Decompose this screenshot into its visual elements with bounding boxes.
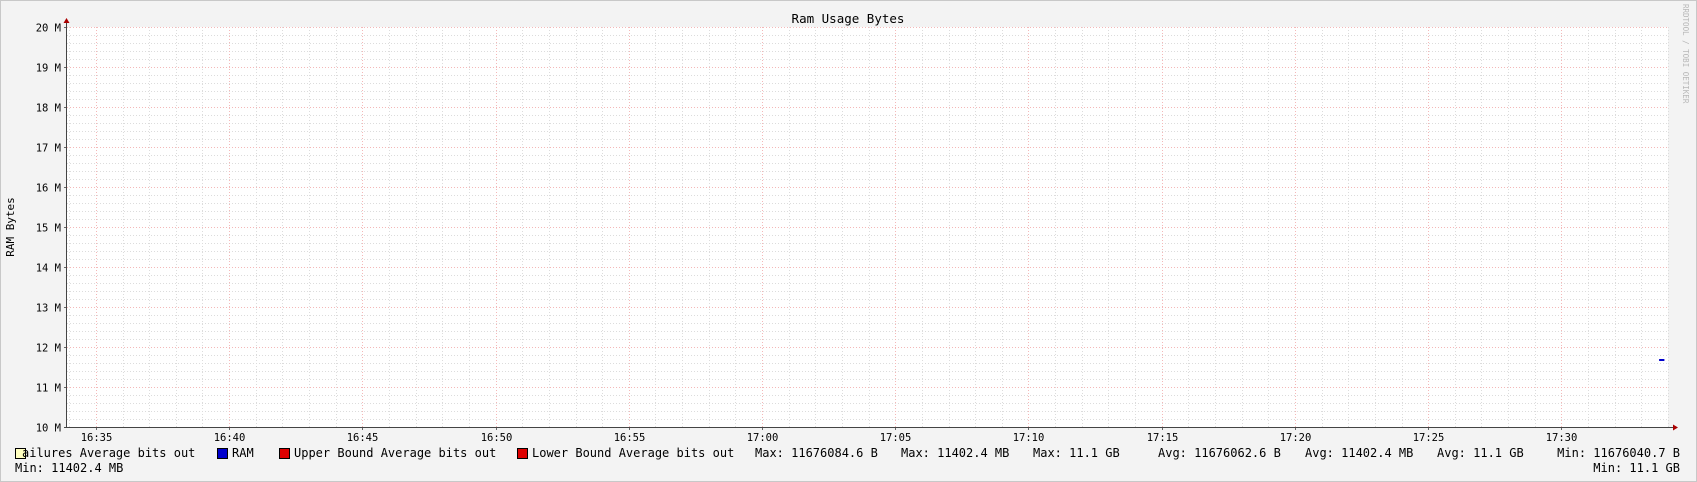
stat-max-gb: Max: 11.1 GB xyxy=(1033,446,1120,460)
x-tick-label: 16:50 xyxy=(481,432,513,444)
stat-min-bytes: Min: 11676040.7 B xyxy=(1557,446,1680,460)
x-tick-label: 16:35 xyxy=(81,432,113,444)
x-tick-label: 17:15 xyxy=(1147,432,1179,444)
legend-swatch-failures xyxy=(15,448,26,459)
x-tick-label: 17:20 xyxy=(1280,432,1312,444)
axes: 10 M 11 M 12 M 13 M 14 M 15 M 16 M 17 M 18 M 19 M… xyxy=(36,18,1678,444)
stat-avg-mb: Avg: 11402.4 MB xyxy=(1305,446,1414,460)
legend-row-1: ailures Average bits out RAM Upper Bound… xyxy=(0,446,1697,461)
legend-row-2: Min: 11402.4 MB Min: 11.1 GB xyxy=(0,461,1697,476)
y-tick-label: 14 M xyxy=(36,263,61,275)
x-tick-label: 17:05 xyxy=(880,432,912,444)
y-tick-label: 16 M xyxy=(36,183,61,195)
legend-swatch-upper-bound xyxy=(279,448,290,459)
x-tick-label: 17:30 xyxy=(1546,432,1578,444)
y-tick-label: 12 M xyxy=(36,343,61,355)
plot-area xyxy=(67,27,1668,427)
x-axis-arrow xyxy=(1673,424,1678,431)
legend-swatch-ram xyxy=(217,448,228,459)
y-axis-label: RAM Bytes xyxy=(4,197,17,257)
y-axis-arrow xyxy=(63,18,70,23)
legend-label-lower-bound: Lower Bound Average bits out xyxy=(532,446,735,460)
x-tick-label: 17:25 xyxy=(1413,432,1445,444)
legend-label-upper-bound: Upper Bound Average bits out xyxy=(294,446,497,460)
x-tick-label: 17:10 xyxy=(1013,432,1045,444)
y-tick-label: 18 M xyxy=(36,103,61,115)
y-tick-label: 20 M xyxy=(36,23,61,35)
y-tick-label: 19 M xyxy=(36,63,61,75)
x-tick-label: 16:40 xyxy=(214,432,246,444)
legend-label-ram: RAM xyxy=(232,446,254,460)
stat-avg-bytes: Avg: 11676062.6 B xyxy=(1158,446,1281,460)
x-tick-label: 17:00 xyxy=(747,432,779,444)
chart-title: Ram Usage Bytes xyxy=(792,11,905,26)
x-tick-label: 16:55 xyxy=(614,432,646,444)
legend-swatch-lower-bound xyxy=(517,448,528,459)
watermark: RRDTOOL / TOBI OETIKER xyxy=(1681,4,1690,104)
y-tick-label: 15 M xyxy=(36,223,61,235)
stat-avg-gb: Avg: 11.1 GB xyxy=(1437,446,1524,460)
y-tick-label: 11 M xyxy=(36,383,61,395)
y-tick-label: 10 M xyxy=(36,423,61,435)
y-tick-label: 13 M xyxy=(36,303,61,315)
x-tick-label: 16:45 xyxy=(347,432,379,444)
stat-max-mb: Max: 11402.4 MB xyxy=(901,446,1010,460)
stat-min-mb: Min: 11402.4 MB xyxy=(15,461,124,475)
y-tick-label: 17 M xyxy=(36,143,61,155)
legend-label-failures: ailures Average bits out xyxy=(22,446,196,460)
stat-max-bytes: Max: 11676084.6 B xyxy=(755,446,878,460)
grid xyxy=(67,27,1669,427)
stat-min-gb: Min: 11.1 GB xyxy=(1593,461,1680,475)
